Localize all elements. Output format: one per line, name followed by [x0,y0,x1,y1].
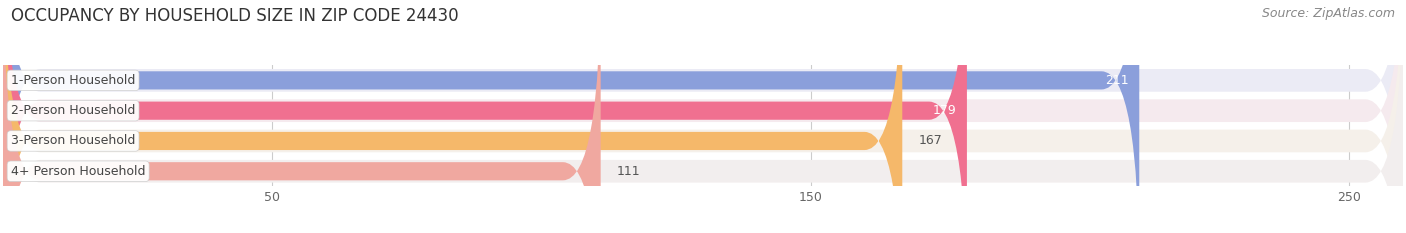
Text: 1-Person Household: 1-Person Household [11,74,135,87]
FancyBboxPatch shape [3,0,1403,233]
FancyBboxPatch shape [3,0,600,233]
FancyBboxPatch shape [3,0,1403,233]
FancyBboxPatch shape [3,0,967,233]
FancyBboxPatch shape [3,0,1403,233]
Text: 211: 211 [1105,74,1129,87]
FancyBboxPatch shape [3,0,1139,233]
Text: 2-Person Household: 2-Person Household [11,104,135,117]
FancyBboxPatch shape [3,0,903,233]
Text: 179: 179 [932,104,956,117]
Text: Source: ZipAtlas.com: Source: ZipAtlas.com [1261,7,1395,20]
Text: 111: 111 [617,165,641,178]
Text: OCCUPANCY BY HOUSEHOLD SIZE IN ZIP CODE 24430: OCCUPANCY BY HOUSEHOLD SIZE IN ZIP CODE … [11,7,458,25]
Text: 3-Person Household: 3-Person Household [11,134,135,147]
Text: 4+ Person Household: 4+ Person Household [11,165,145,178]
FancyBboxPatch shape [3,0,1403,233]
Text: 167: 167 [918,134,942,147]
